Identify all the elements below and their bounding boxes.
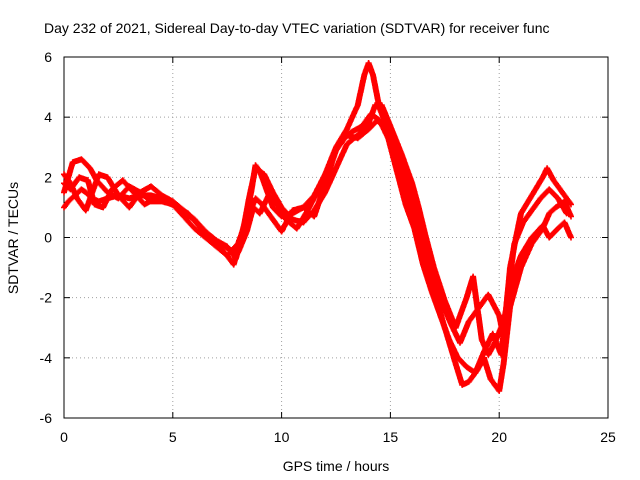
y-tick-label: -4 — [40, 350, 53, 366]
x-tick-label: 0 — [60, 429, 68, 445]
x-tick-label: 10 — [274, 429, 290, 445]
axis-ticks — [63, 56, 609, 419]
x-tick-label: 15 — [383, 429, 399, 445]
grid-lines — [64, 57, 608, 418]
y-tick-label: 4 — [44, 109, 52, 125]
series-markers — [61, 102, 575, 358]
series-track-d — [61, 111, 570, 376]
y-axis-label: SDTVAR / TECUs — [5, 182, 21, 294]
y-tick-label: -2 — [40, 290, 53, 306]
x-tick-label: 20 — [491, 429, 507, 445]
chart-title: Day 232 of 2021, Sidereal Day-to-day VTE… — [44, 20, 550, 36]
x-tick-label: 5 — [169, 429, 177, 445]
y-tick-labels: -6 -4 -2 0 2 4 6 — [40, 49, 53, 426]
x-axis-label: GPS time / hours — [283, 458, 390, 474]
y-tick-label: 6 — [44, 49, 52, 65]
series-markers — [61, 117, 575, 346]
x-tick-label: 25 — [600, 429, 616, 445]
series-markers — [61, 111, 570, 376]
series-track-c — [61, 117, 575, 346]
series-track-b — [61, 102, 575, 358]
y-tick-label: 2 — [44, 169, 52, 185]
data-points — [61, 60, 575, 394]
y-tick-label: 0 — [44, 230, 52, 246]
x-tick-labels: 0 5 10 15 20 25 — [60, 429, 616, 445]
y-tick-label: -6 — [40, 410, 53, 426]
